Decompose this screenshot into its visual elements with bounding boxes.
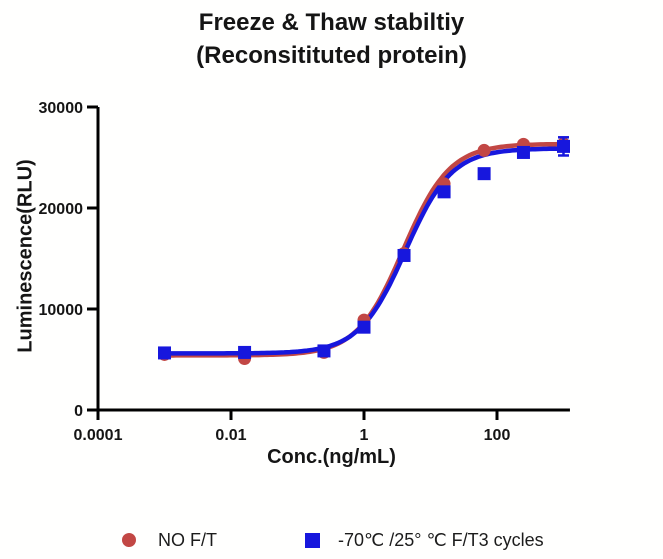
data-point-square [397, 248, 411, 262]
x-tick-label: 100 [484, 427, 511, 444]
data-point-square [477, 167, 491, 181]
chart-title-line1: Freeze & Thaw stabiltiy [198, 9, 465, 36]
legend-marker-square-icon [305, 532, 320, 548]
y-tick-label: 20000 [39, 201, 84, 218]
legend-marker-circle-icon [122, 533, 136, 547]
data-point-square [357, 320, 371, 334]
data-point-square [317, 344, 331, 358]
legend-item-ft3-cycles: -70℃ /25° ℃ F/T3 cycles [305, 526, 544, 554]
data-point-square [557, 139, 570, 153]
chart-title: Freeze & Thaw stabiltiy (Reconsitituted … [0, 6, 663, 72]
y-tick-label: 10000 [39, 302, 84, 319]
legend-item-no-ft: NO F/T [122, 526, 217, 554]
x-tick-label: 0.01 [215, 427, 246, 444]
x-tick-label: 0.0001 [74, 427, 123, 444]
data-point-square [516, 145, 530, 159]
x-tick-label: 1 [360, 427, 369, 444]
legend-label: -70℃ /25° ℃ F/T3 cycles [338, 529, 544, 550]
chart-title-line2: (Reconsitituted protein) [196, 42, 467, 69]
y-tick-label: 0 [74, 403, 83, 420]
y-tick-label: 30000 [39, 100, 84, 117]
data-point-square [238, 345, 252, 359]
x-axis-label: Conc.(ng/mL) [267, 446, 396, 468]
legend: NO F/T -70℃ /25° ℃ F/T3 cycles [0, 526, 663, 554]
data-point-square [158, 346, 171, 360]
data-point-square [437, 185, 451, 199]
data-point-circle [477, 143, 491, 157]
legend-label: NO F/T [158, 529, 217, 550]
